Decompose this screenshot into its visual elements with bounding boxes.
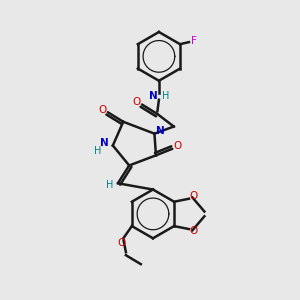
Text: O: O xyxy=(118,238,126,248)
Text: N: N xyxy=(149,91,158,100)
Text: O: O xyxy=(133,97,141,107)
Text: H: H xyxy=(106,180,113,190)
Text: O: O xyxy=(173,141,182,152)
Text: O: O xyxy=(189,226,197,236)
Text: H: H xyxy=(94,146,102,156)
Text: N: N xyxy=(100,138,109,148)
Text: F: F xyxy=(191,36,197,46)
Text: H: H xyxy=(162,91,169,100)
Text: O: O xyxy=(189,191,197,201)
Text: O: O xyxy=(98,105,106,115)
Text: N: N xyxy=(156,126,165,136)
